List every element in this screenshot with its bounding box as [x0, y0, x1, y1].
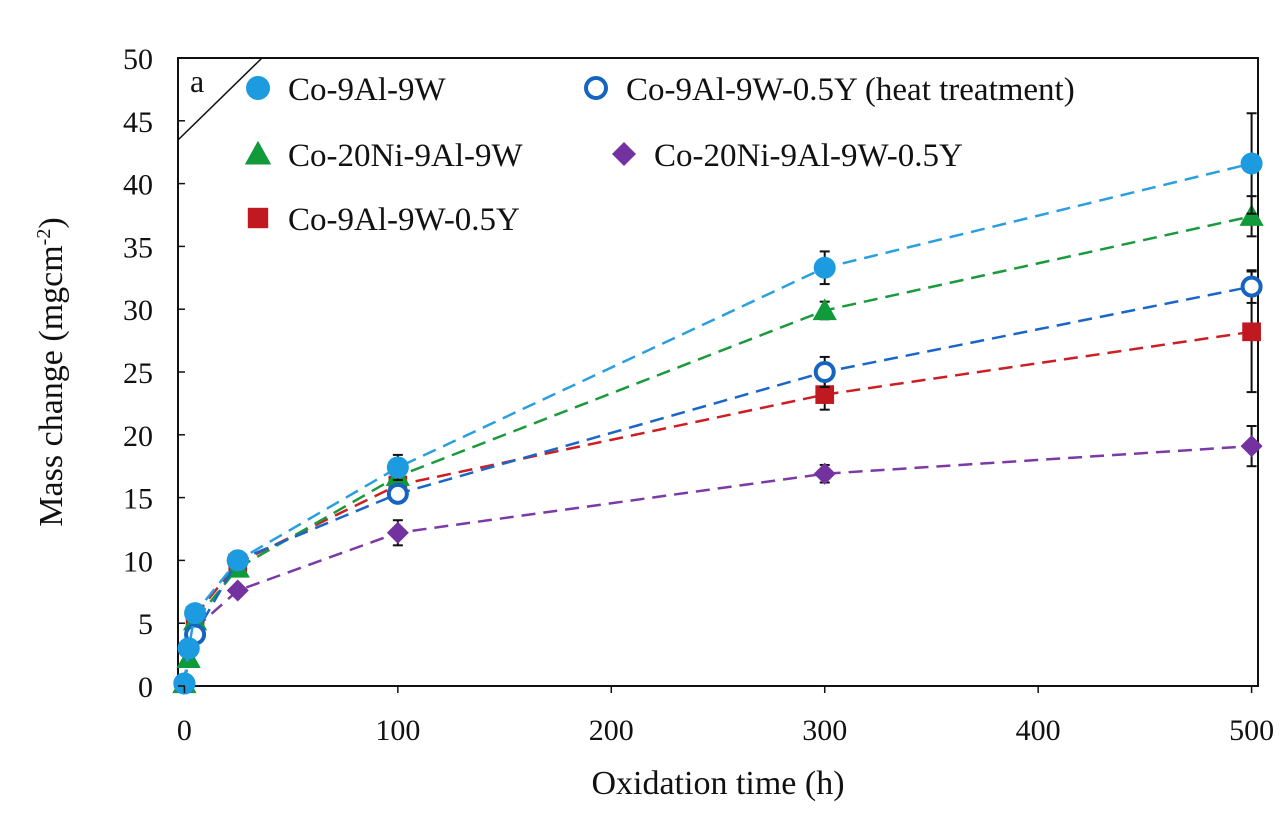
y-tick-label: 15: [123, 483, 153, 516]
legend-marker: [244, 140, 272, 165]
data-point: [386, 456, 409, 479]
legend-label: Co-9Al-9W-0.5Y: [288, 202, 520, 238]
data-point: [1239, 204, 1264, 226]
data-point: [1240, 152, 1263, 175]
data-point: [386, 482, 409, 505]
legend-item: Co-9Al-9W-0.5Y (heat treatment): [584, 72, 1075, 108]
y-axis-title-superscript: -2: [33, 229, 55, 246]
series-line: [194, 330, 1252, 617]
y-tick-label: 5: [138, 608, 153, 641]
data-point: [1242, 322, 1261, 342]
legend-label: Co-9Al-9W-0.5Y (heat treatment): [626, 72, 1075, 108]
y-tick-label: 50: [123, 43, 153, 76]
series-line: [183, 215, 1252, 684]
data-point: [1240, 275, 1263, 298]
legend-marker: [246, 76, 270, 100]
legend-item: Co-9Al-9W: [246, 72, 446, 108]
legend-marker: [612, 142, 636, 166]
data-point: [813, 361, 836, 383]
legend-item: Co-20Ni-9Al-9W-0.5Y: [612, 138, 963, 174]
legend-marker: [584, 76, 608, 100]
data-point: [226, 579, 249, 602]
y-axis-title: Mass change (mgcm-2): [33, 217, 70, 526]
series-co-20ni-9al-9w-0-5y: [184, 425, 1263, 640]
series-line: [183, 285, 1252, 684]
series-co-9al-9w-0-5y: [185, 270, 1261, 626]
data-point: [386, 521, 409, 544]
y-axis: 0 5 10 15 20 25 30 35 40 45 50: [123, 43, 185, 704]
y-tick-label: 0: [138, 671, 153, 704]
y-tick-label: 10: [123, 545, 153, 578]
data-point: [173, 672, 196, 695]
panel-label: a: [190, 63, 204, 99]
legend-label: Co-20Ni-9Al-9W-0.5Y: [654, 138, 963, 174]
data-point: [813, 256, 836, 279]
series-co-9al-9w-0-5y-heat-treatment: [173, 269, 1263, 695]
data-point: [812, 298, 837, 321]
y-tick-label: 20: [123, 420, 153, 453]
data-point: [177, 637, 200, 660]
legend: Co-9Al-9W Co-9Al-9W-0.5Y (heat treatment)…: [244, 72, 1075, 238]
data-point: [1240, 435, 1263, 458]
data-point: [184, 602, 207, 625]
series-co-9al-9w: [173, 112, 1263, 695]
x-tick-label: 200: [589, 714, 634, 747]
x-tick-label: 400: [1016, 714, 1061, 747]
series-layer: [172, 112, 1264, 695]
y-tick-label: 25: [123, 357, 153, 390]
series-co-20ni-9al-9w: [172, 195, 1264, 694]
legend-label: Co-9Al-9W: [288, 72, 446, 108]
panel-label-box: a: [177, 57, 263, 141]
x-tick-label: 300: [802, 714, 847, 747]
x-tick-label: 0: [177, 714, 192, 747]
x-tick-label: 500: [1229, 714, 1274, 747]
legend-label: Co-20Ni-9Al-9W: [288, 138, 523, 174]
y-tick-label: 35: [123, 231, 153, 264]
series-line: [183, 162, 1252, 684]
data-point: [226, 549, 249, 572]
y-axis-title-main: Mass change (mgcm: [33, 245, 70, 526]
y-axis-title-close: ): [33, 217, 70, 228]
data-point: [813, 462, 836, 485]
panel-label-diagonal: [177, 57, 263, 141]
x-tick-label: 100: [375, 714, 420, 747]
legend-item: Co-9Al-9W-0.5Y: [247, 202, 520, 238]
series-line: [194, 444, 1252, 630]
legend-marker: [247, 207, 269, 229]
data-point: [815, 385, 835, 404]
x-axis-title: Oxidation time (h): [591, 765, 844, 802]
y-tick-label: 30: [123, 294, 153, 327]
legend-item: Co-20Ni-9Al-9W: [244, 138, 523, 174]
x-axis: 0 100 200 300 400 500: [177, 686, 1274, 747]
y-tick-label: 40: [123, 169, 153, 202]
y-tick-label: 45: [123, 106, 153, 139]
